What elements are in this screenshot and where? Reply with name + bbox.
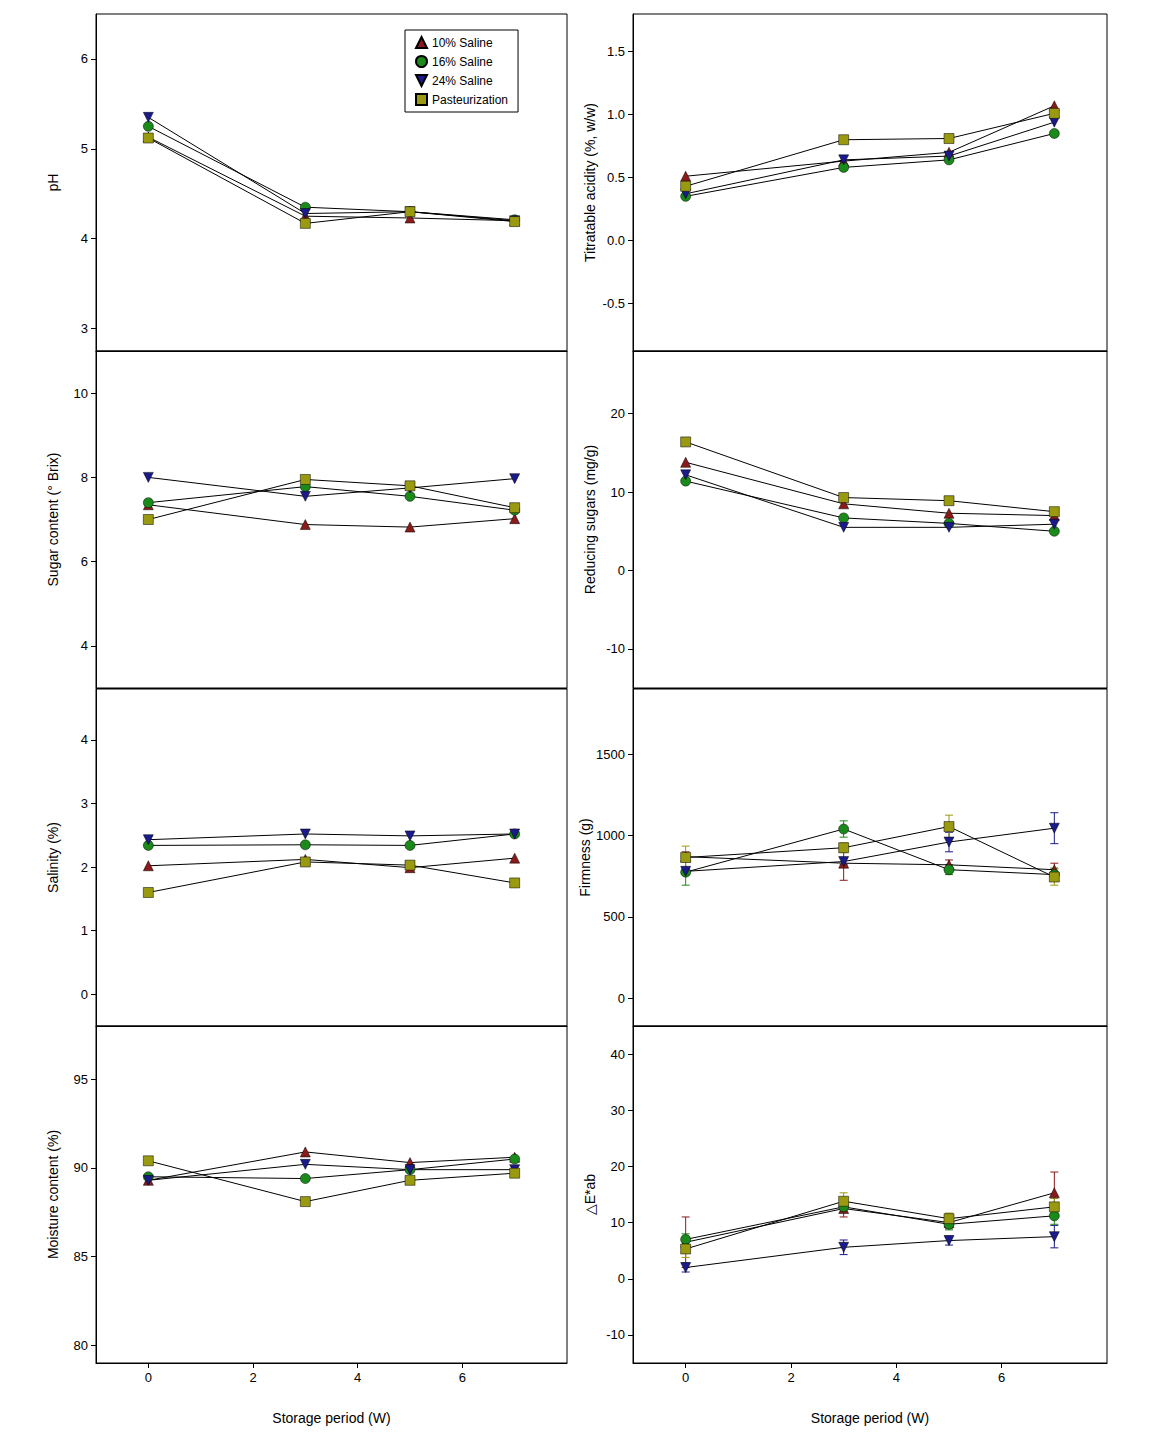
svg-text:4: 4 <box>81 638 88 653</box>
svg-text:Salinity (%): Salinity (%) <box>45 822 61 893</box>
svg-text:3: 3 <box>81 321 88 336</box>
svg-text:Firmness (g): Firmness (g) <box>577 818 593 897</box>
svg-text:Moisture content (%): Moisture content (%) <box>45 1130 61 1259</box>
svg-text:pH: pH <box>45 174 61 192</box>
svg-text:10: 10 <box>611 1215 625 1230</box>
svg-text:0: 0 <box>145 1370 152 1385</box>
svg-text:1: 1 <box>81 923 88 938</box>
svg-text:2: 2 <box>249 1370 256 1385</box>
svg-text:0: 0 <box>81 987 88 1002</box>
svg-text:0: 0 <box>618 563 625 578</box>
svg-text:4: 4 <box>354 1370 361 1385</box>
svg-text:0.0: 0.0 <box>607 233 625 248</box>
svg-text:6: 6 <box>459 1370 466 1385</box>
svg-text:24% Saline: 24% Saline <box>432 74 493 88</box>
svg-text:Sugar content (° Brix): Sugar content (° Brix) <box>45 453 61 587</box>
svg-text:Storage period (W): Storage period (W) <box>811 1410 929 1426</box>
svg-text:4: 4 <box>81 732 88 747</box>
svg-text:2: 2 <box>787 1370 794 1385</box>
svg-text:2: 2 <box>81 860 88 875</box>
svg-text:20: 20 <box>611 1159 625 1174</box>
svg-text:1000: 1000 <box>596 828 625 843</box>
svg-text:10: 10 <box>74 386 88 401</box>
svg-text:4: 4 <box>81 231 88 246</box>
svg-text:8: 8 <box>81 470 88 485</box>
svg-text:30: 30 <box>611 1103 625 1118</box>
svg-text:-10: -10 <box>606 641 625 656</box>
svg-text:6: 6 <box>81 51 88 66</box>
svg-text:80: 80 <box>74 1338 88 1353</box>
svg-text:90: 90 <box>74 1160 88 1175</box>
svg-text:4: 4 <box>893 1370 900 1385</box>
svg-text:6: 6 <box>81 554 88 569</box>
svg-text:6: 6 <box>998 1370 1005 1385</box>
svg-text:500: 500 <box>603 909 625 924</box>
svg-text:10: 10 <box>611 485 625 500</box>
svg-text:10% Saline: 10% Saline <box>432 36 493 50</box>
svg-text:16% Saline: 16% Saline <box>432 55 493 69</box>
svg-text:3: 3 <box>81 796 88 811</box>
svg-text:0.5: 0.5 <box>607 170 625 185</box>
svg-text:-0.5: -0.5 <box>603 296 625 311</box>
svg-text:1.0: 1.0 <box>607 107 625 122</box>
svg-text:1500: 1500 <box>596 747 625 762</box>
svg-text:20: 20 <box>611 406 625 421</box>
svg-text:95: 95 <box>74 1072 88 1087</box>
svg-text:Pasteurization: Pasteurization <box>432 93 508 107</box>
svg-text:Reducing sugars (mg/g): Reducing sugars (mg/g) <box>582 445 598 594</box>
svg-text:1.5: 1.5 <box>607 44 625 59</box>
svg-text:-10: -10 <box>606 1327 625 1342</box>
svg-text:5: 5 <box>81 141 88 156</box>
svg-text:0: 0 <box>618 991 625 1006</box>
svg-text:85: 85 <box>74 1249 88 1264</box>
svg-text:0: 0 <box>682 1370 689 1385</box>
svg-text:Storage period (W): Storage period (W) <box>272 1410 390 1426</box>
svg-text:Titratable acidity (%, w/w): Titratable acidity (%, w/w) <box>582 103 598 262</box>
svg-text:△E*ab: △E*ab <box>582 1174 598 1215</box>
svg-text:40: 40 <box>611 1047 625 1062</box>
svg-text:0: 0 <box>618 1271 625 1286</box>
